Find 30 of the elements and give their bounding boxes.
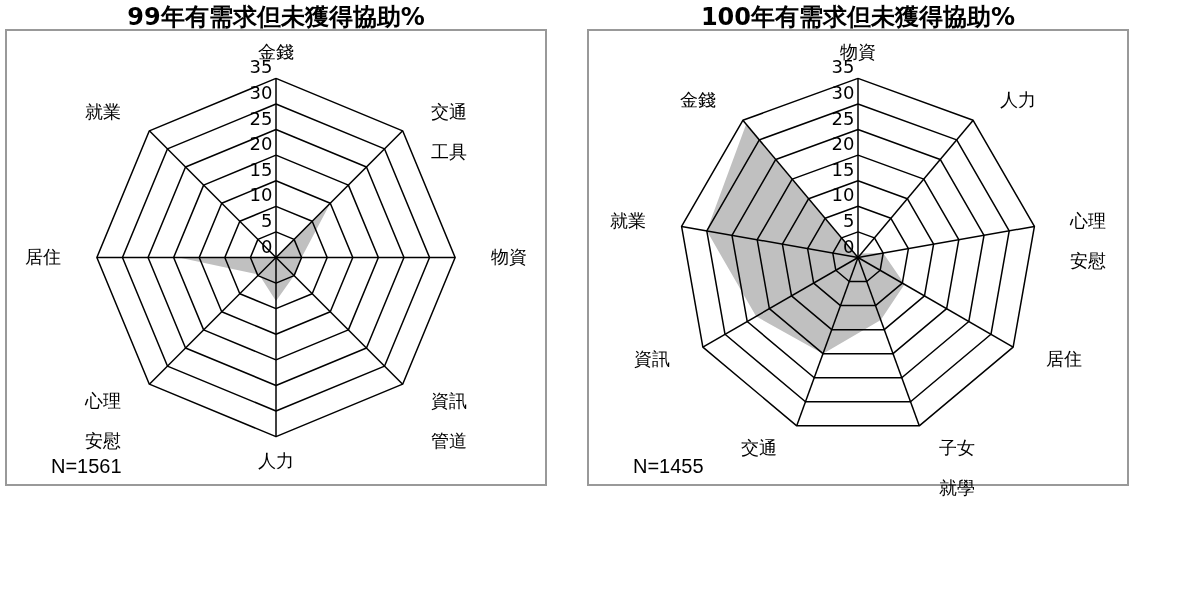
spoke-label: 心理安慰 xyxy=(1068,210,1106,272)
y-tick-label: 10 xyxy=(249,184,273,206)
spoke-label: 子女就學 xyxy=(938,437,975,499)
spoke-label: 人力 xyxy=(1000,89,1037,111)
spoke-label: 居住 xyxy=(25,245,62,267)
y-tick-label: 15 xyxy=(249,158,273,180)
y-tick-label: 30 xyxy=(249,81,273,103)
spoke-label: 人力 xyxy=(258,449,294,471)
spoke-label: 交通 xyxy=(741,437,778,459)
text: N=1455 xyxy=(633,455,704,477)
y-tick-label: 20 xyxy=(831,133,855,155)
y-tick-label: 25 xyxy=(249,107,273,129)
spoke-label: 交通工具 xyxy=(431,101,468,163)
spoke-label: 資訊管道 xyxy=(431,389,468,451)
y-tick-label: 20 xyxy=(249,133,273,155)
spoke-label: 心理安慰 xyxy=(83,389,121,451)
text: N=1561 xyxy=(51,455,122,477)
spoke-label: 就業 xyxy=(84,101,121,123)
spoke-label: 居住 xyxy=(1045,347,1082,369)
chart-title: 99年有需求但未獲得協助% xyxy=(127,3,425,31)
y-tick-label: 30 xyxy=(831,81,855,103)
y-tick-label: 25 xyxy=(831,107,855,129)
y-tick-label: 5 xyxy=(842,209,855,231)
y-tick-label: 5 xyxy=(260,209,273,231)
chart-title: 100年有需求但未獲得協助% xyxy=(700,3,1016,31)
spoke-label: 就業 xyxy=(610,210,647,232)
spoke-label: 資訊 xyxy=(634,347,671,369)
spoke-label: 物資 xyxy=(490,245,527,267)
spoke-label: 金錢 xyxy=(679,89,716,111)
y-tick-label: 15 xyxy=(831,158,855,180)
